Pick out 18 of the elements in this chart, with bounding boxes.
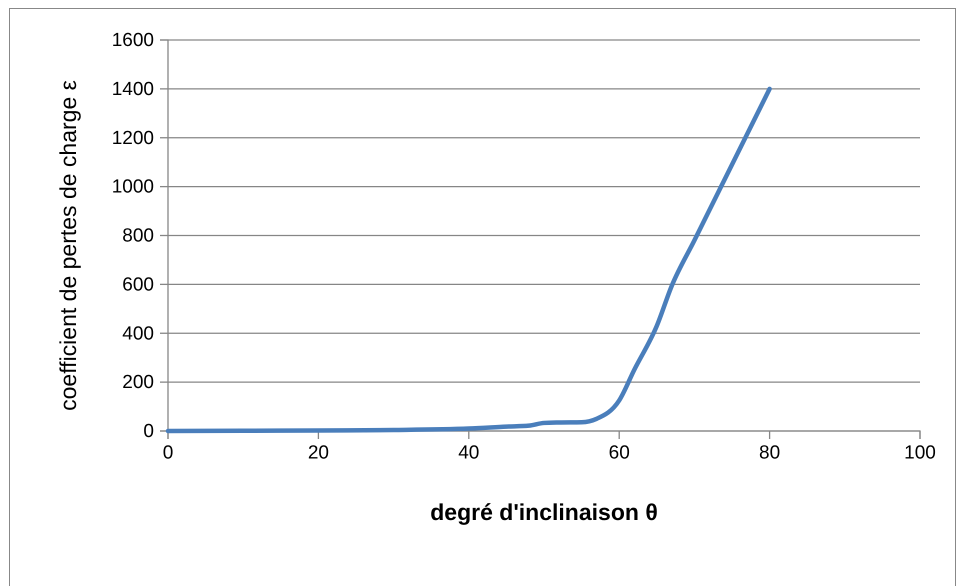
y-tick-label: 1000 — [112, 176, 154, 198]
x-axis-title: degré d'inclinaison θ — [430, 499, 658, 525]
y-tick-label: 1400 — [112, 78, 154, 100]
y-tick-label: 400 — [122, 323, 154, 344]
x-tick-label: 100 — [904, 442, 936, 464]
x-tick-label: 0 — [162, 442, 174, 464]
x-tick-label: 40 — [458, 442, 480, 464]
x-tick-label: 60 — [608, 442, 630, 464]
y-tick-label: 1600 — [112, 30, 154, 52]
y-tick-label: 200 — [122, 372, 154, 394]
y-tick-label: 800 — [122, 226, 154, 247]
y-tick-label: 600 — [122, 274, 154, 296]
x-tick-label: 20 — [308, 442, 329, 464]
y-tick-label: 0 — [143, 421, 154, 442]
line-series — [166, 86, 772, 434]
y-axis-title: coefficient de pertes de charge ε — [55, 80, 81, 411]
x-tick-label: 80 — [759, 442, 780, 464]
y-tick-label: 1200 — [112, 128, 154, 149]
